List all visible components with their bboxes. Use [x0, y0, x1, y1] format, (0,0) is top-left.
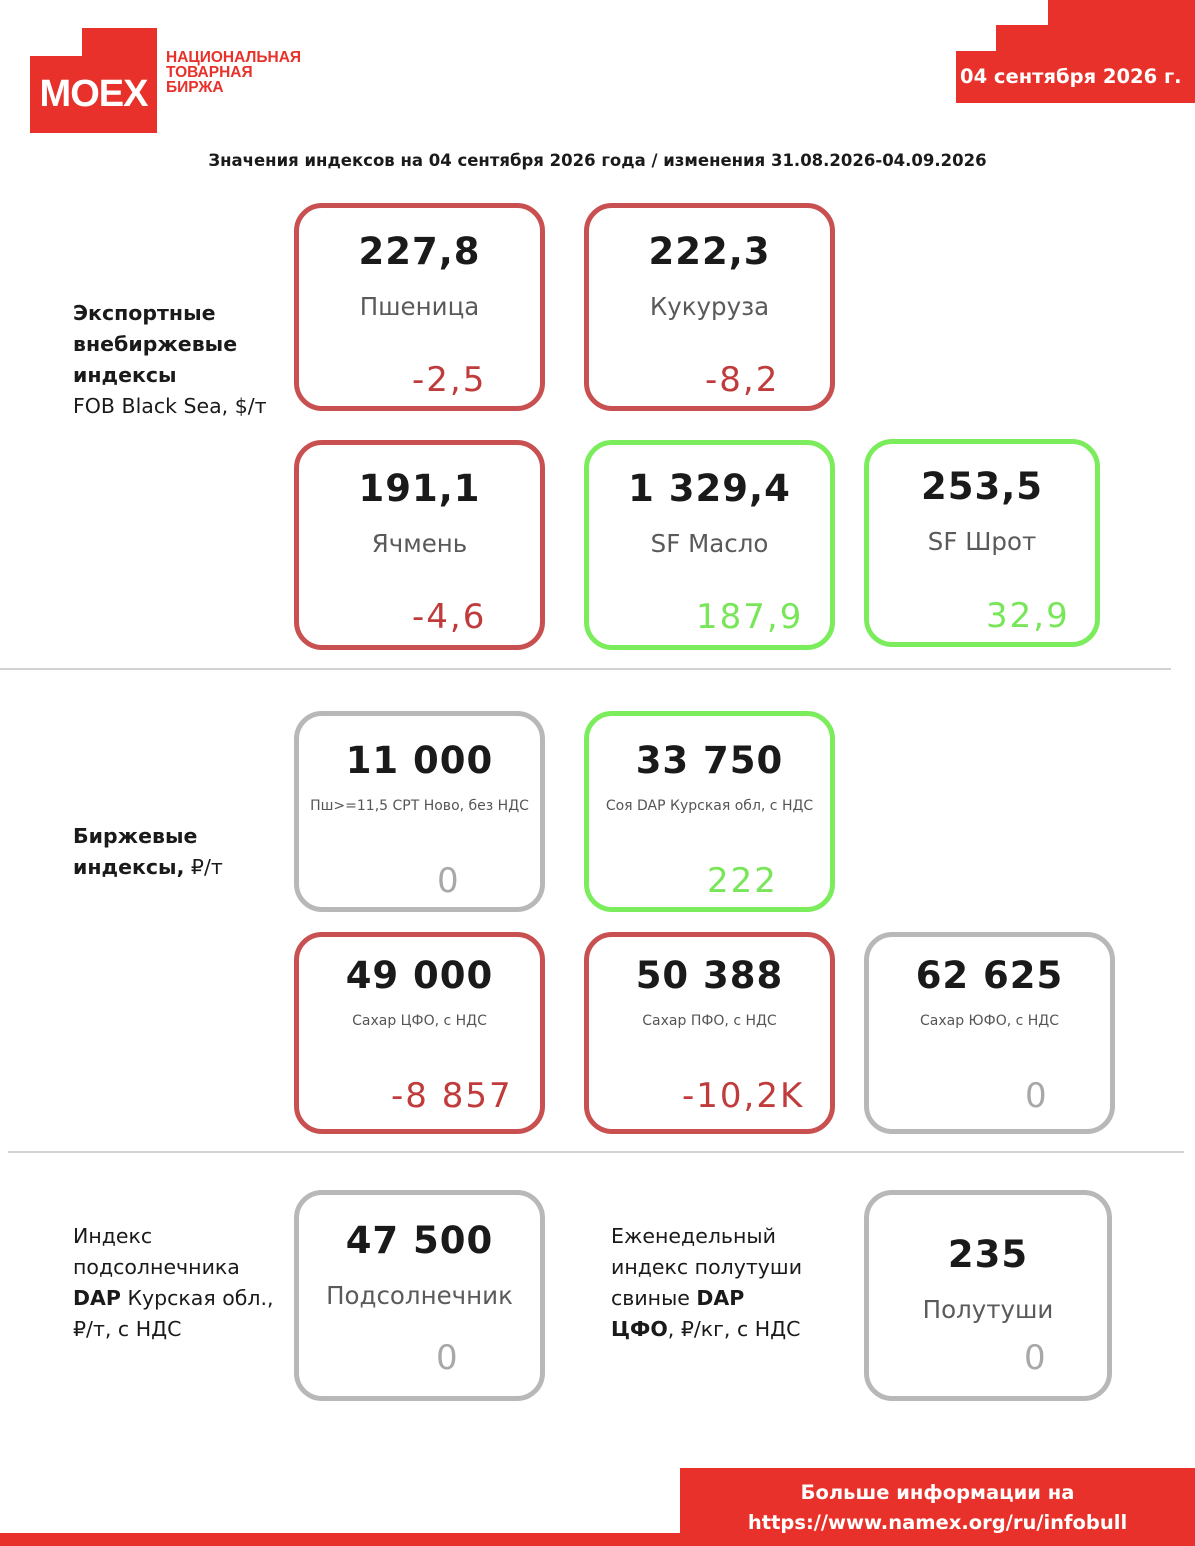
card-change: 222: [707, 861, 778, 901]
card-value: 62 625: [915, 954, 1064, 997]
card-name: Сахар ЮФО, с НДС: [919, 1013, 1060, 1029]
pork-label-line2: индекс полутуши: [611, 1255, 803, 1279]
sunflower-label-line4: ₽/т, с НДС: [73, 1317, 182, 1341]
card-wheat-export[interactable]: 227,8 Пшеница -2,5: [294, 203, 545, 411]
card-sf-meal-export[interactable]: 253,5 SF Шрот 32,9: [864, 439, 1100, 647]
exchange-label-line2: индексы,: [73, 855, 185, 879]
card-change: -4,6: [412, 597, 487, 637]
card-barley-export[interactable]: 191,1 Ячмень -4,6: [294, 440, 545, 650]
card-value: 1 329,4: [628, 467, 791, 510]
pork-section-label: Еженедельный индекс полутуши свиные DAP …: [611, 1221, 802, 1345]
footer-line-1: Больше информации на: [800, 1481, 1075, 1504]
card-name: Пш>=11,5 СРТ Ново, без НДС: [310, 798, 529, 814]
card-name: Ячмень: [371, 529, 468, 558]
page-subtitle: Значения индексов на 04 сентября 2026 го…: [208, 151, 987, 170]
card-name: SF Шрот: [927, 527, 1037, 556]
logo-line-3: БИРЖА: [166, 79, 224, 96]
logo-tab-shape: [82, 28, 157, 58]
sunflower-label-line1: Индекс: [73, 1224, 153, 1248]
card-name: Подсолнечник: [326, 1281, 513, 1310]
pork-label-unit: , ₽/кг, с НДС: [667, 1317, 801, 1341]
card-name: Сахар ЦФО, с НДС: [352, 1013, 487, 1029]
export-label-line2: внебиржевые: [73, 332, 238, 356]
card-value: 47 500: [345, 1219, 494, 1262]
export-label-line1: Экспортные: [73, 301, 216, 325]
card-name: Полутуши: [922, 1295, 1054, 1324]
date-decor-top: [1048, 0, 1195, 27]
export-label-line4: FOB Black Sea, $/т: [73, 394, 267, 418]
card-name: Кукуруза: [649, 292, 770, 321]
card-value: 222,3: [648, 230, 771, 273]
pork-label-cfo: ЦФО: [611, 1317, 668, 1341]
card-change: 0: [437, 861, 461, 901]
card-change: -10,2K: [682, 1076, 805, 1116]
card-change: -8 857: [391, 1076, 513, 1116]
card-change: 187,9: [696, 597, 804, 637]
card-change: -8,2: [705, 360, 780, 400]
card-value: 227,8: [358, 230, 481, 273]
exchange-section-label: Биржевые индексы, ₽/т: [73, 821, 223, 883]
card-change: 32,9: [986, 596, 1070, 636]
card-wheat-exchange[interactable]: 11 000 Пш>=11,5 СРТ Ново, без НДС 0: [294, 711, 545, 912]
export-label-line3: индексы: [73, 363, 177, 387]
card-change: 0: [1025, 1076, 1049, 1116]
card-value: 49 000: [345, 954, 494, 997]
card-change: -2,5: [412, 360, 487, 400]
date-decor-mid: [996, 25, 1195, 53]
card-corn-export[interactable]: 222,3 Кукуруза -8,2: [584, 203, 835, 411]
footer-strip: [0, 1533, 680, 1546]
logo-line-2: ТОВАРНАЯ: [166, 64, 253, 81]
card-sugar-yufo[interactable]: 62 625 Сахар ЮФО, с НДС 0: [864, 932, 1115, 1134]
export-section-label: Экспортные внебиржевые индексы FOB Black…: [73, 298, 267, 422]
card-name: Сахар ПФО, с НДС: [642, 1013, 777, 1029]
card-name: SF Масло: [650, 529, 769, 558]
report-date: 04 сентября 2026 г.: [956, 51, 1195, 103]
card-value: 253,5: [920, 465, 1044, 508]
logo-box: [30, 56, 157, 133]
exchange-label-line1: Биржевые: [73, 824, 198, 848]
pork-label-line1: Еженедельный: [611, 1224, 776, 1248]
logo-line-1: НАЦИОНАЛЬНАЯ: [166, 49, 302, 66]
footer-url[interactable]: https://www.namex.org/ru/infobull: [747, 1511, 1128, 1534]
logo-exchange-name: НАЦИОНАЛЬНАЯ ТОВАРНАЯ БИРЖА: [166, 49, 302, 96]
pork-label-dap: DAP: [696, 1286, 745, 1310]
sunflower-label-region: Курская обл.,: [120, 1286, 274, 1310]
logo-brand: MOEX: [39, 73, 149, 115]
card-value: 50 388: [635, 954, 784, 997]
card-sf-oil-export[interactable]: 1 329,4 SF Масло 187,9: [584, 440, 835, 650]
exchange-label-unit: ₽/т: [184, 855, 223, 879]
sunflower-label-dap: DAP: [73, 1286, 121, 1310]
footer-info-link[interactable]: Больше информации на https://www.namex.o…: [680, 1468, 1195, 1546]
card-name: Пшеница: [359, 292, 480, 321]
card-change: 0: [1024, 1338, 1048, 1378]
card-change: 0: [436, 1338, 460, 1378]
card-pork[interactable]: 235 Полутуши 0: [864, 1190, 1112, 1401]
sunflower-label-line2: подсолнечника: [73, 1255, 240, 1279]
card-value: 33 750: [635, 739, 784, 782]
section-divider: [8, 1151, 1184, 1153]
card-value: 235: [947, 1233, 1029, 1276]
card-sugar-pfo[interactable]: 50 388 Сахар ПФО, с НДС -10,2K: [584, 932, 835, 1134]
card-sunflower[interactable]: 47 500 Подсолнечник 0: [294, 1190, 545, 1401]
pork-label-pigs: свиные: [611, 1286, 697, 1310]
card-name: Соя DAP Курская обл, с НДС: [605, 798, 814, 814]
card-soy-exchange[interactable]: 33 750 Соя DAP Курская обл, с НДС 222: [584, 711, 835, 912]
card-value: 191,1: [358, 467, 481, 510]
sunflower-section-label: Индекс подсолнечника DAP Курская обл., ₽…: [73, 1221, 274, 1345]
card-sugar-cfo[interactable]: 49 000 Сахар ЦФО, с НДС -8 857: [294, 932, 545, 1134]
section-divider: [0, 668, 1171, 670]
card-value: 11 000: [345, 739, 494, 782]
